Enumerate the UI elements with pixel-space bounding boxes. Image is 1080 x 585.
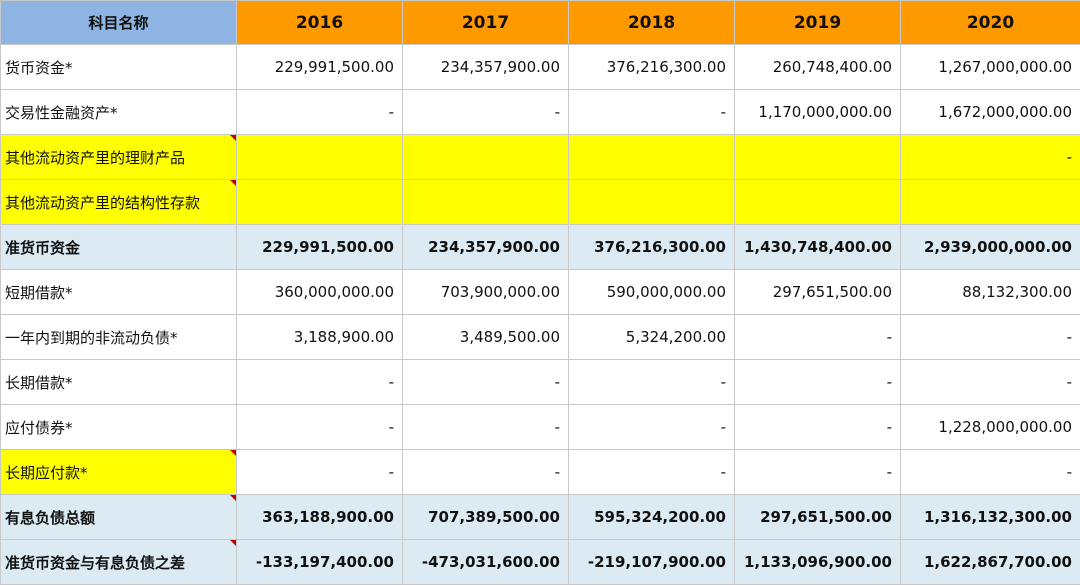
- value-cell[interactable]: 2,939,000,000.00: [901, 225, 1080, 270]
- table-row: 长期借款* - - - - -: [1, 360, 1080, 405]
- row-label[interactable]: 短期借款*: [1, 270, 237, 315]
- value-cell[interactable]: -: [901, 360, 1080, 405]
- row-label[interactable]: 有息负债总额: [1, 495, 237, 540]
- header-year-2018[interactable]: 2018: [569, 1, 735, 45]
- table-row-summary: 准货币资金 229,991,500.00 234,357,900.00 376,…: [1, 225, 1080, 270]
- row-label[interactable]: 应付债券*: [1, 405, 237, 450]
- value-cell[interactable]: -: [569, 450, 735, 495]
- value-cell[interactable]: [735, 180, 901, 225]
- value-cell[interactable]: 1,430,748,400.00: [735, 225, 901, 270]
- table-row-highlighted: 其他流动资产里的理财产品 -: [1, 135, 1080, 180]
- table-row-highlighted: 其他流动资产里的结构性存款: [1, 180, 1080, 225]
- value-cell[interactable]: 1,170,000,000.00: [735, 90, 901, 135]
- value-cell[interactable]: [901, 180, 1080, 225]
- row-label[interactable]: 其他流动资产里的理财产品: [1, 135, 237, 180]
- value-cell[interactable]: 88,132,300.00: [901, 270, 1080, 315]
- header-year-2019[interactable]: 2019: [735, 1, 901, 45]
- value-cell[interactable]: 260,748,400.00: [735, 45, 901, 90]
- value-cell[interactable]: -: [403, 405, 569, 450]
- value-cell[interactable]: 707,389,500.00: [403, 495, 569, 540]
- value-cell[interactable]: 3,188,900.00: [237, 315, 403, 360]
- row-label[interactable]: 准货币资金: [1, 225, 237, 270]
- value-cell[interactable]: 234,357,900.00: [403, 45, 569, 90]
- value-cell[interactable]: 590,000,000.00: [569, 270, 735, 315]
- row-label[interactable]: 准货币资金与有息负债之差: [1, 540, 237, 585]
- header-year-2017[interactable]: 2017: [403, 1, 569, 45]
- value-cell[interactable]: 1,267,000,000.00: [901, 45, 1080, 90]
- value-cell[interactable]: -: [403, 90, 569, 135]
- value-cell[interactable]: 297,651,500.00: [735, 495, 901, 540]
- table-row: 长期应付款* - - - - -: [1, 450, 1080, 495]
- value-cell[interactable]: -473,031,600.00: [403, 540, 569, 585]
- table-row-summary: 有息负债总额 363,188,900.00 707,389,500.00 595…: [1, 495, 1080, 540]
- value-cell[interactable]: 1,672,000,000.00: [901, 90, 1080, 135]
- header-year-2020[interactable]: 2020: [901, 1, 1080, 45]
- value-cell[interactable]: [735, 135, 901, 180]
- value-cell[interactable]: -: [735, 405, 901, 450]
- value-cell[interactable]: -: [403, 450, 569, 495]
- row-label[interactable]: 长期借款*: [1, 360, 237, 405]
- value-cell[interactable]: -: [901, 315, 1080, 360]
- table-row: 应付债券* - - - - 1,228,000,000.00: [1, 405, 1080, 450]
- value-cell[interactable]: 1,622,867,700.00: [901, 540, 1080, 585]
- value-cell[interactable]: 1,316,132,300.00: [901, 495, 1080, 540]
- value-cell[interactable]: [569, 180, 735, 225]
- value-cell[interactable]: 297,651,500.00: [735, 270, 901, 315]
- value-cell[interactable]: 595,324,200.00: [569, 495, 735, 540]
- value-cell[interactable]: [403, 135, 569, 180]
- value-cell[interactable]: -: [901, 135, 1080, 180]
- value-cell[interactable]: -219,107,900.00: [569, 540, 735, 585]
- value-cell[interactable]: -: [735, 315, 901, 360]
- value-cell[interactable]: 703,900,000.00: [403, 270, 569, 315]
- row-label[interactable]: 货币资金*: [1, 45, 237, 90]
- value-cell[interactable]: -: [237, 450, 403, 495]
- value-cell[interactable]: -: [569, 90, 735, 135]
- row-label[interactable]: 一年内到期的非流动负债*: [1, 315, 237, 360]
- value-cell[interactable]: -: [735, 360, 901, 405]
- value-cell[interactable]: -: [237, 90, 403, 135]
- value-cell[interactable]: 1,228,000,000.00: [901, 405, 1080, 450]
- value-cell[interactable]: -: [237, 360, 403, 405]
- value-cell[interactable]: 1,133,096,900.00: [735, 540, 901, 585]
- value-cell[interactable]: 234,357,900.00: [403, 225, 569, 270]
- value-cell[interactable]: 376,216,300.00: [569, 225, 735, 270]
- table-row: 短期借款* 360,000,000.00 703,900,000.00 590,…: [1, 270, 1080, 315]
- value-cell[interactable]: -: [735, 450, 901, 495]
- value-cell[interactable]: 5,324,200.00: [569, 315, 735, 360]
- value-cell[interactable]: 363,188,900.00: [237, 495, 403, 540]
- value-cell[interactable]: -: [901, 450, 1080, 495]
- header-year-2016[interactable]: 2016: [237, 1, 403, 45]
- value-cell[interactable]: [403, 180, 569, 225]
- value-cell[interactable]: -: [237, 405, 403, 450]
- table-row-summary: 准货币资金与有息负债之差 -133,197,400.00 -473,031,60…: [1, 540, 1080, 585]
- value-cell[interactable]: [237, 135, 403, 180]
- table-row: 一年内到期的非流动负债* 3,188,900.00 3,489,500.00 5…: [1, 315, 1080, 360]
- row-label[interactable]: 长期应付款*: [1, 450, 237, 495]
- value-cell[interactable]: [569, 135, 735, 180]
- value-cell[interactable]: 229,991,500.00: [237, 45, 403, 90]
- value-cell[interactable]: 3,489,500.00: [403, 315, 569, 360]
- value-cell[interactable]: 376,216,300.00: [569, 45, 735, 90]
- row-label[interactable]: 交易性金融资产*: [1, 90, 237, 135]
- table-row: 货币资金* 229,991,500.00 234,357,900.00 376,…: [1, 45, 1080, 90]
- row-label[interactable]: 其他流动资产里的结构性存款: [1, 180, 237, 225]
- value-cell[interactable]: -: [403, 360, 569, 405]
- value-cell[interactable]: 229,991,500.00: [237, 225, 403, 270]
- value-cell[interactable]: 360,000,000.00: [237, 270, 403, 315]
- value-cell[interactable]: -: [569, 405, 735, 450]
- value-cell[interactable]: -: [569, 360, 735, 405]
- table-row: 交易性金融资产* - - - 1,170,000,000.00 1,672,00…: [1, 90, 1080, 135]
- header-label-cell[interactable]: 科目名称: [1, 1, 237, 45]
- header-row: 科目名称 2016 2017 2018 2019 2020: [1, 1, 1080, 45]
- value-cell[interactable]: [237, 180, 403, 225]
- value-cell[interactable]: -133,197,400.00: [237, 540, 403, 585]
